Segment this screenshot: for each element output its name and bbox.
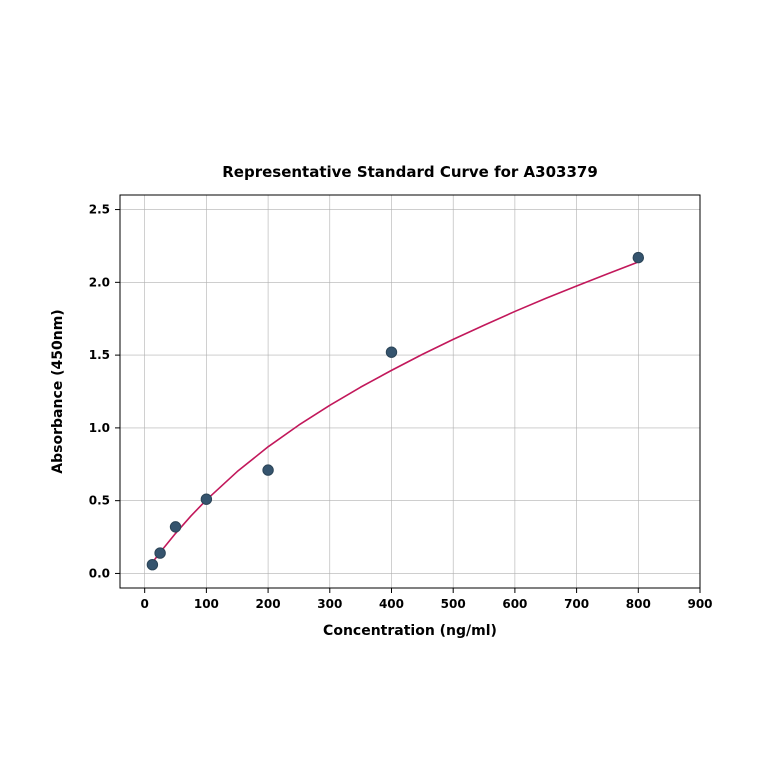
- data-point: [263, 465, 273, 475]
- chart-title: Representative Standard Curve for A30337…: [222, 163, 598, 181]
- x-tick-label: 300: [317, 597, 342, 611]
- standard-curve-chart: 0 100 200 300 400 500 600 700 800 900 0.0 0.5 1.0 1.5…: [0, 0, 764, 764]
- x-tick-label: 800: [626, 597, 651, 611]
- y-axis-label: Absorbance (450nm): [50, 309, 66, 473]
- x-tick-label: 100: [194, 597, 219, 611]
- x-tick-label: 400: [379, 597, 404, 611]
- data-point: [633, 252, 643, 262]
- chart-container: 0 100 200 300 400 500 600 700 800 900 0.0 0.5 1.0 1.5…: [0, 0, 764, 764]
- data-point: [147, 560, 157, 570]
- x-tick-label: 600: [502, 597, 527, 611]
- data-point: [201, 494, 211, 504]
- x-tick-label: 700: [564, 597, 589, 611]
- x-tick-label: 900: [687, 597, 712, 611]
- data-point: [170, 522, 180, 532]
- x-tick-label: 200: [256, 597, 281, 611]
- data-point: [386, 347, 396, 357]
- y-tick-label: 1.0: [89, 421, 110, 435]
- y-tick-label: 0.0: [89, 566, 110, 580]
- y-tick-label: 0.5: [89, 494, 110, 508]
- x-tick-label: 500: [441, 597, 466, 611]
- chart-background: [0, 0, 764, 764]
- y-tick-label: 2.5: [89, 203, 110, 217]
- y-tick-label: 2.0: [89, 275, 110, 289]
- x-axis-label: Concentration (ng/ml): [323, 623, 497, 639]
- x-tick-label: 0: [141, 597, 149, 611]
- data-point: [155, 548, 165, 558]
- y-tick-label: 1.5: [89, 348, 110, 362]
